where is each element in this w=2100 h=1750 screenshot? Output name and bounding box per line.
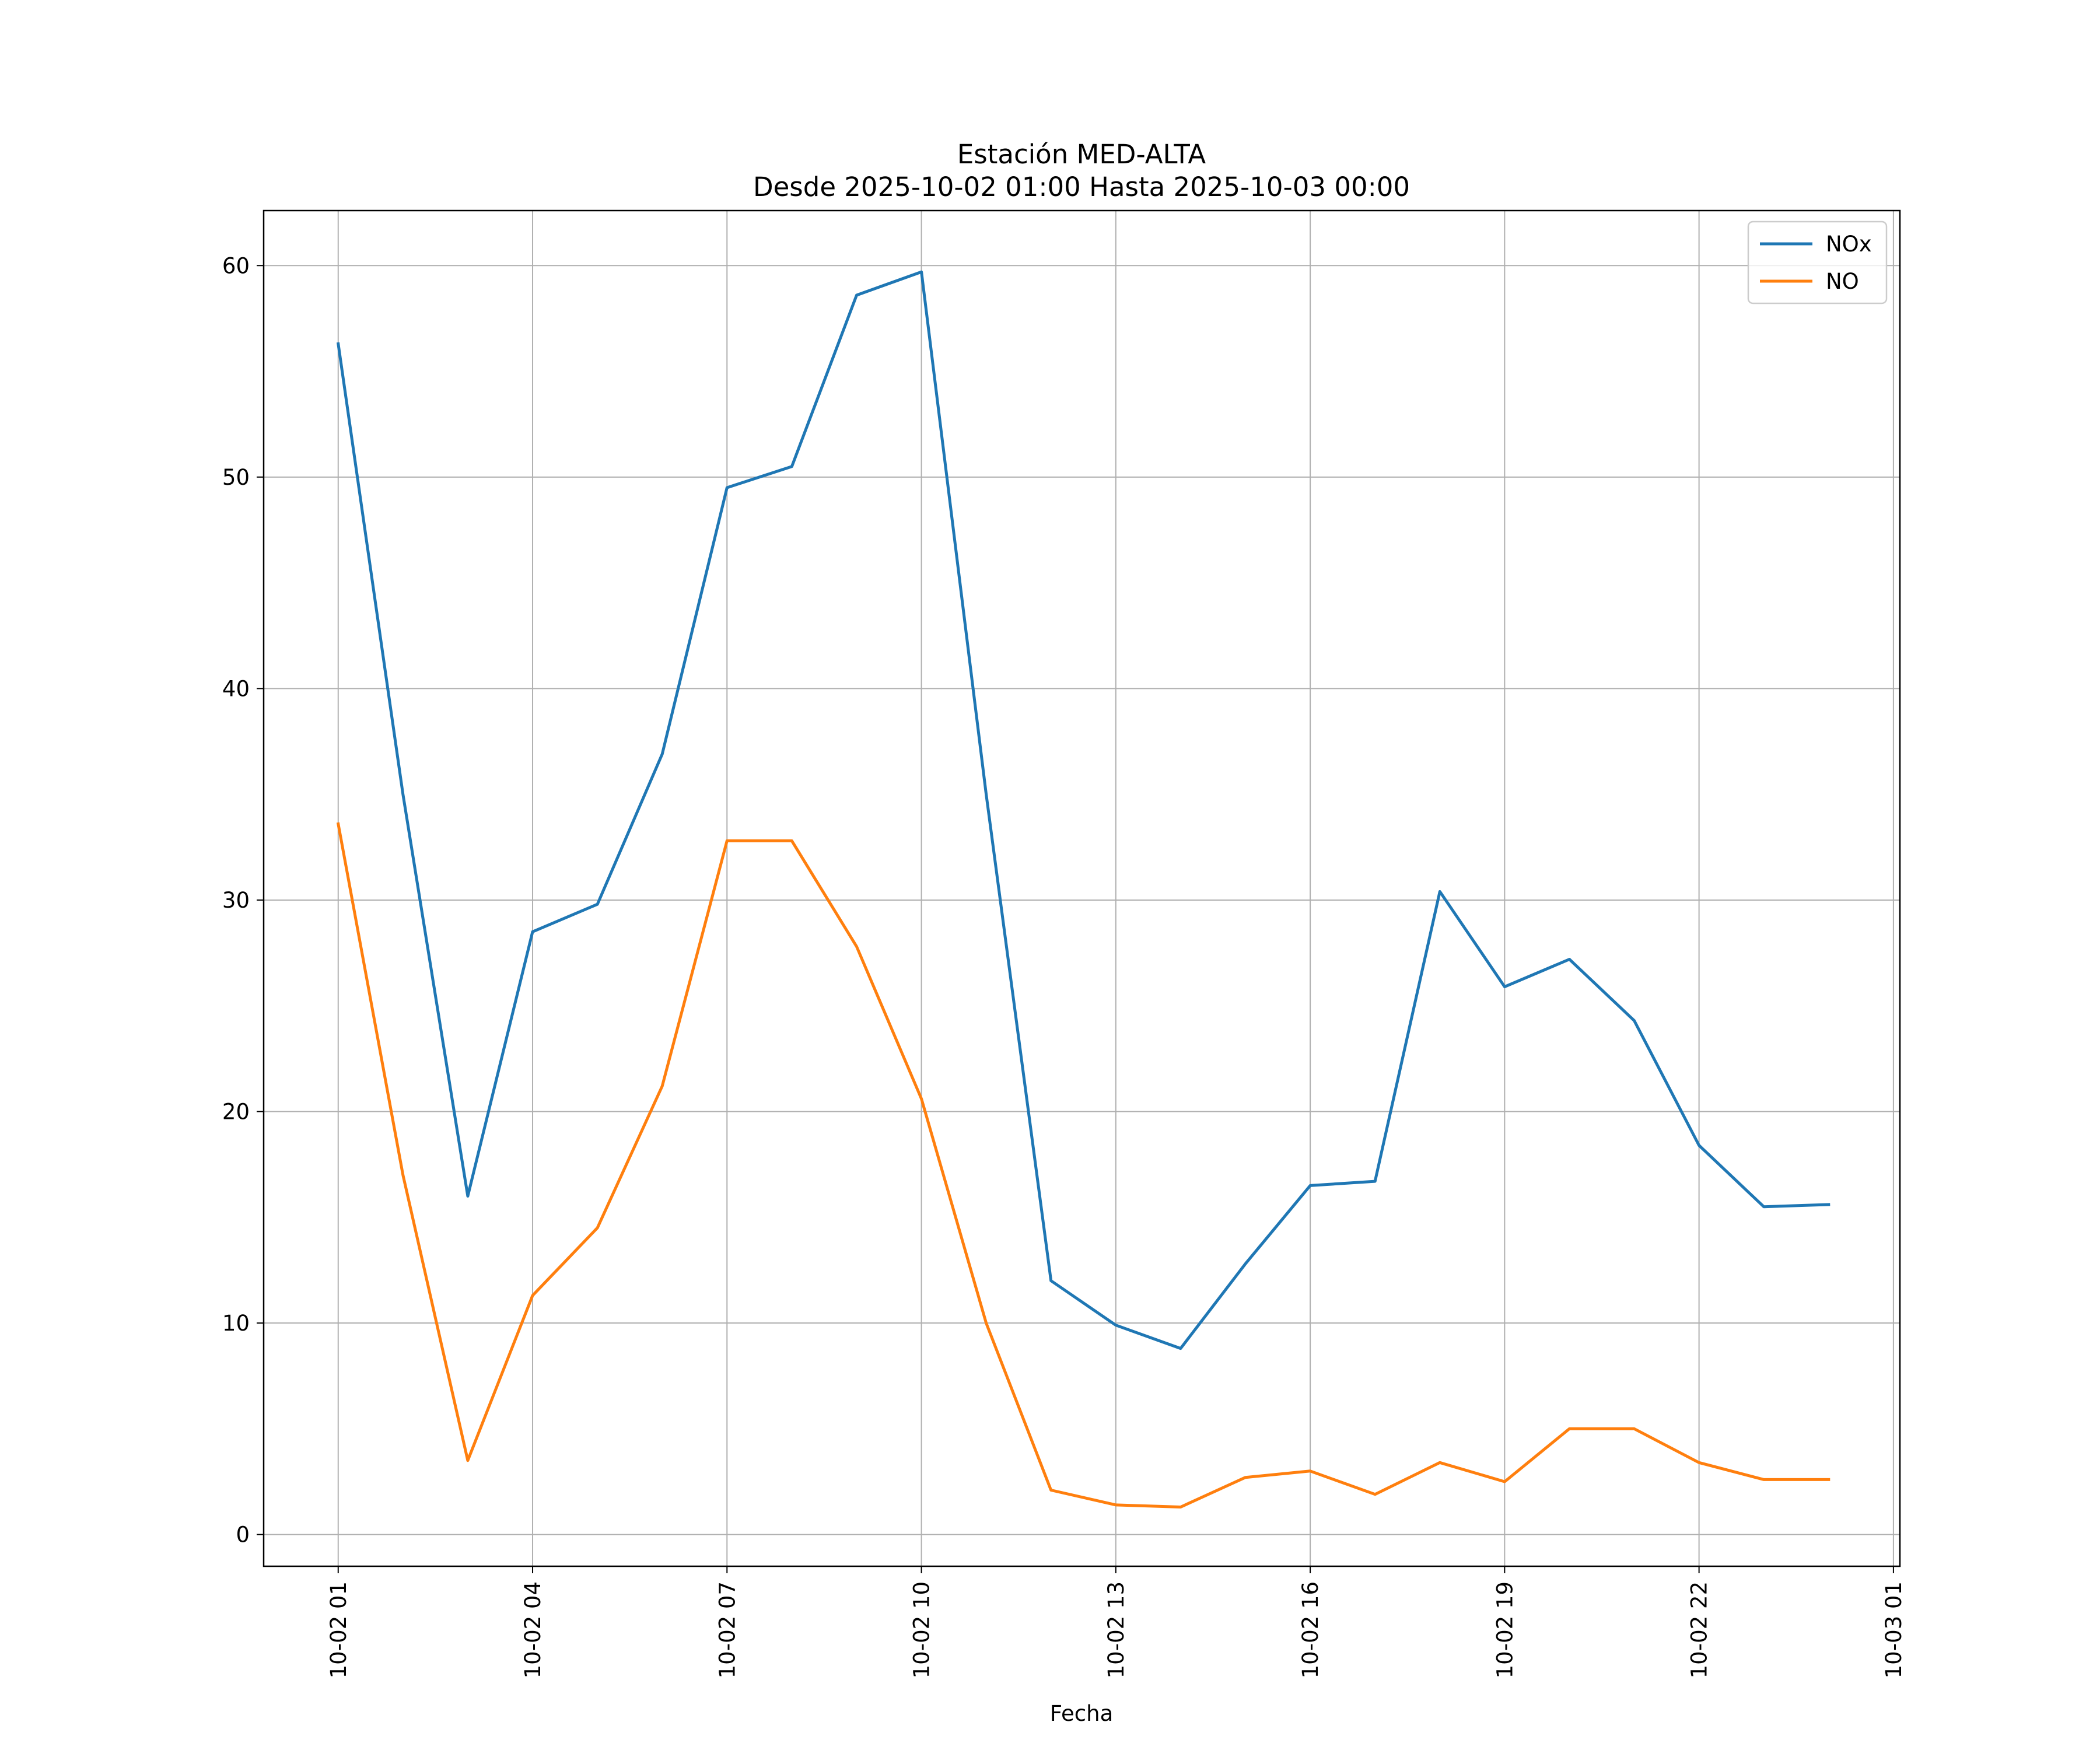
x-axis-label: Fecha	[1050, 1701, 1114, 1726]
y-tick-label: 30	[222, 888, 250, 913]
data-point-no	[597, 1227, 598, 1228]
legend-box	[1747, 220, 1888, 304]
chart-subtitle: Desde 2025-10-02 01:00 Hasta 2025-10-03 …	[753, 172, 1410, 202]
y-tick-label: 40	[222, 676, 250, 701]
data-point-nox	[856, 295, 857, 296]
y-axis-ticks: 0 10 20 30 40 50 60	[222, 253, 264, 1548]
y-tick-label: 50	[222, 465, 250, 490]
legend: NOx NO	[1747, 220, 1888, 304]
data-point-no	[662, 1086, 663, 1087]
data-point-no	[856, 946, 857, 947]
y-tick-label: 10	[222, 1311, 250, 1336]
y-tick-label: 20	[222, 1099, 250, 1124]
x-axis-ticks: 10-02 01 10-02 04 10-02 07 10-02 10 10-02 13…	[326, 1566, 1906, 1678]
data-point-nox	[1569, 959, 1570, 960]
data-point-no	[1245, 1477, 1246, 1478]
series-line-no	[336, 822, 1831, 1508]
x-tick-label: 10-02 22	[1687, 1581, 1712, 1678]
plot-area-frame	[262, 209, 1901, 1567]
x-tick-label: 10-02 07	[715, 1581, 740, 1678]
data-point-nox	[597, 904, 598, 905]
y-tick-label: 0	[236, 1522, 250, 1548]
legend-label-nox: NOx	[1826, 232, 1872, 257]
x-tick-label: 10-02 16	[1298, 1581, 1323, 1678]
y-tick-label: 60	[222, 253, 250, 278]
data-point-no	[1763, 1479, 1764, 1480]
chart-title: Estación MED-ALTA	[957, 139, 1206, 170]
data-point-no	[1828, 1479, 1829, 1480]
legend-label-no: NO	[1826, 269, 1859, 294]
x-tick-label: 10-02 13	[1104, 1581, 1129, 1678]
series-line-nox	[336, 270, 1831, 1350]
data-point-nox	[1375, 1181, 1376, 1182]
data-point-nox	[1180, 1348, 1181, 1349]
x-tick-label: 10-02 19	[1492, 1581, 1517, 1678]
x-tick-label: 10-02 04	[520, 1581, 545, 1678]
data-point-nox	[1763, 1206, 1764, 1207]
grid-lines	[264, 211, 1900, 1566]
series-lines	[336, 270, 1831, 1508]
data-point-no	[467, 1460, 468, 1461]
x-tick-label: 10-02 10	[909, 1581, 935, 1678]
x-tick-label: 10-02 01	[326, 1581, 351, 1678]
data-point-nox	[1504, 986, 1505, 987]
data-point-no	[921, 1098, 922, 1099]
data-point-nox	[1310, 1185, 1311, 1186]
data-point-no	[1115, 1504, 1116, 1505]
x-tick-label: 10-03 01	[1881, 1581, 1906, 1678]
